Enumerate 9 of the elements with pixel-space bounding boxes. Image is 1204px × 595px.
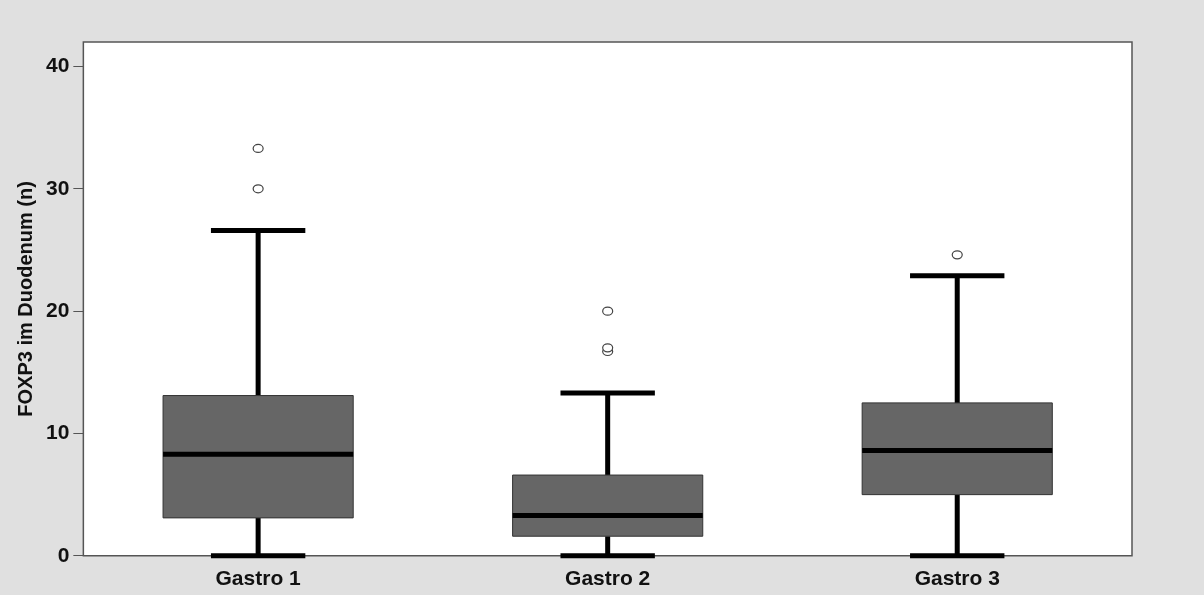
y-tick-label: 0 <box>57 542 70 566</box>
x-tick-label: Gastro 3 <box>914 566 1000 590</box>
y-tick-label: 10 <box>46 420 70 444</box>
y-axis-title: FOXP3 im Duodenum (n) <box>13 181 36 417</box>
y-tick-label: 40 <box>46 53 70 77</box>
y-tick-label: 20 <box>46 297 70 321</box>
y-tick-label: 30 <box>46 175 70 199</box>
x-tick-label: Gastro 1 <box>215 566 302 590</box>
x-tick-label: Gastro 2 <box>565 566 651 590</box>
